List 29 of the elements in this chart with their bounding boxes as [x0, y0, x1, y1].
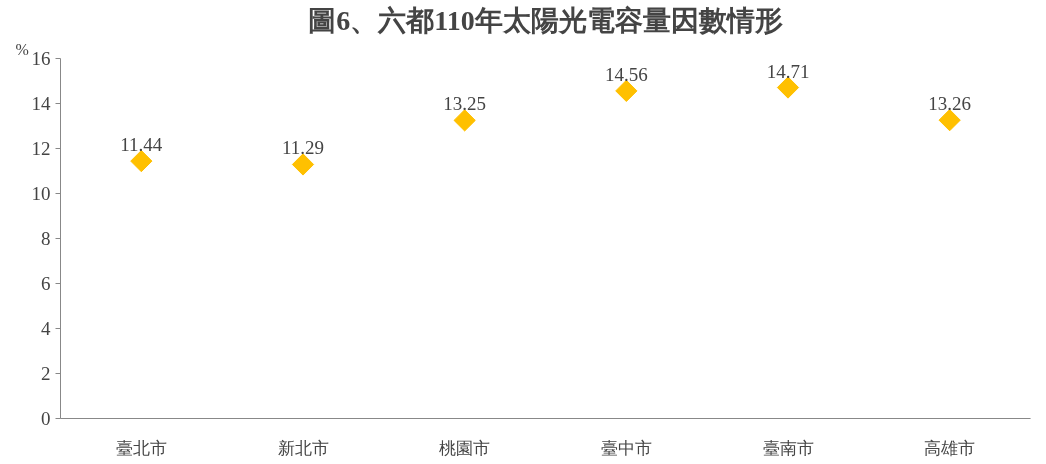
data-label: 11.44: [120, 134, 163, 156]
x-tick-label: 臺中市: [600, 438, 652, 458]
x-tick-label: 高雄市: [924, 438, 976, 458]
x-tick-label: 新北市: [277, 438, 329, 458]
y-tick-label: 8: [41, 228, 51, 249]
x-tick-label: 臺北市: [115, 438, 167, 458]
y-tick-label: 12: [31, 138, 51, 159]
data-label: 14.56: [604, 63, 648, 85]
point: [453, 109, 476, 132]
y-tick-label: 2: [41, 363, 51, 384]
data-label: 14.71: [766, 60, 810, 82]
point: [938, 109, 961, 132]
chart-title: 圖6、六都110年太陽光電容量因數情形: [308, 4, 783, 36]
y-tick-label: 6: [41, 273, 51, 294]
x-tick-label: 桃園市: [439, 438, 491, 458]
y-tick-label: 0: [41, 408, 51, 429]
point: [776, 76, 800, 99]
point: [615, 79, 638, 103]
y-tick-label: 4: [41, 318, 51, 339]
y-axis-title: %: [15, 40, 29, 58]
point: [291, 153, 315, 176]
data-label: 13.26: [928, 93, 972, 115]
y-tick-label: 14: [31, 93, 51, 114]
y-tick-label: 16: [31, 48, 51, 69]
data-label: 11.29: [281, 137, 325, 159]
y-tick-label: 10: [31, 183, 51, 204]
data-label: 13.25: [443, 93, 487, 115]
point: [130, 149, 153, 173]
x-tick-label: 臺南市: [762, 438, 814, 458]
